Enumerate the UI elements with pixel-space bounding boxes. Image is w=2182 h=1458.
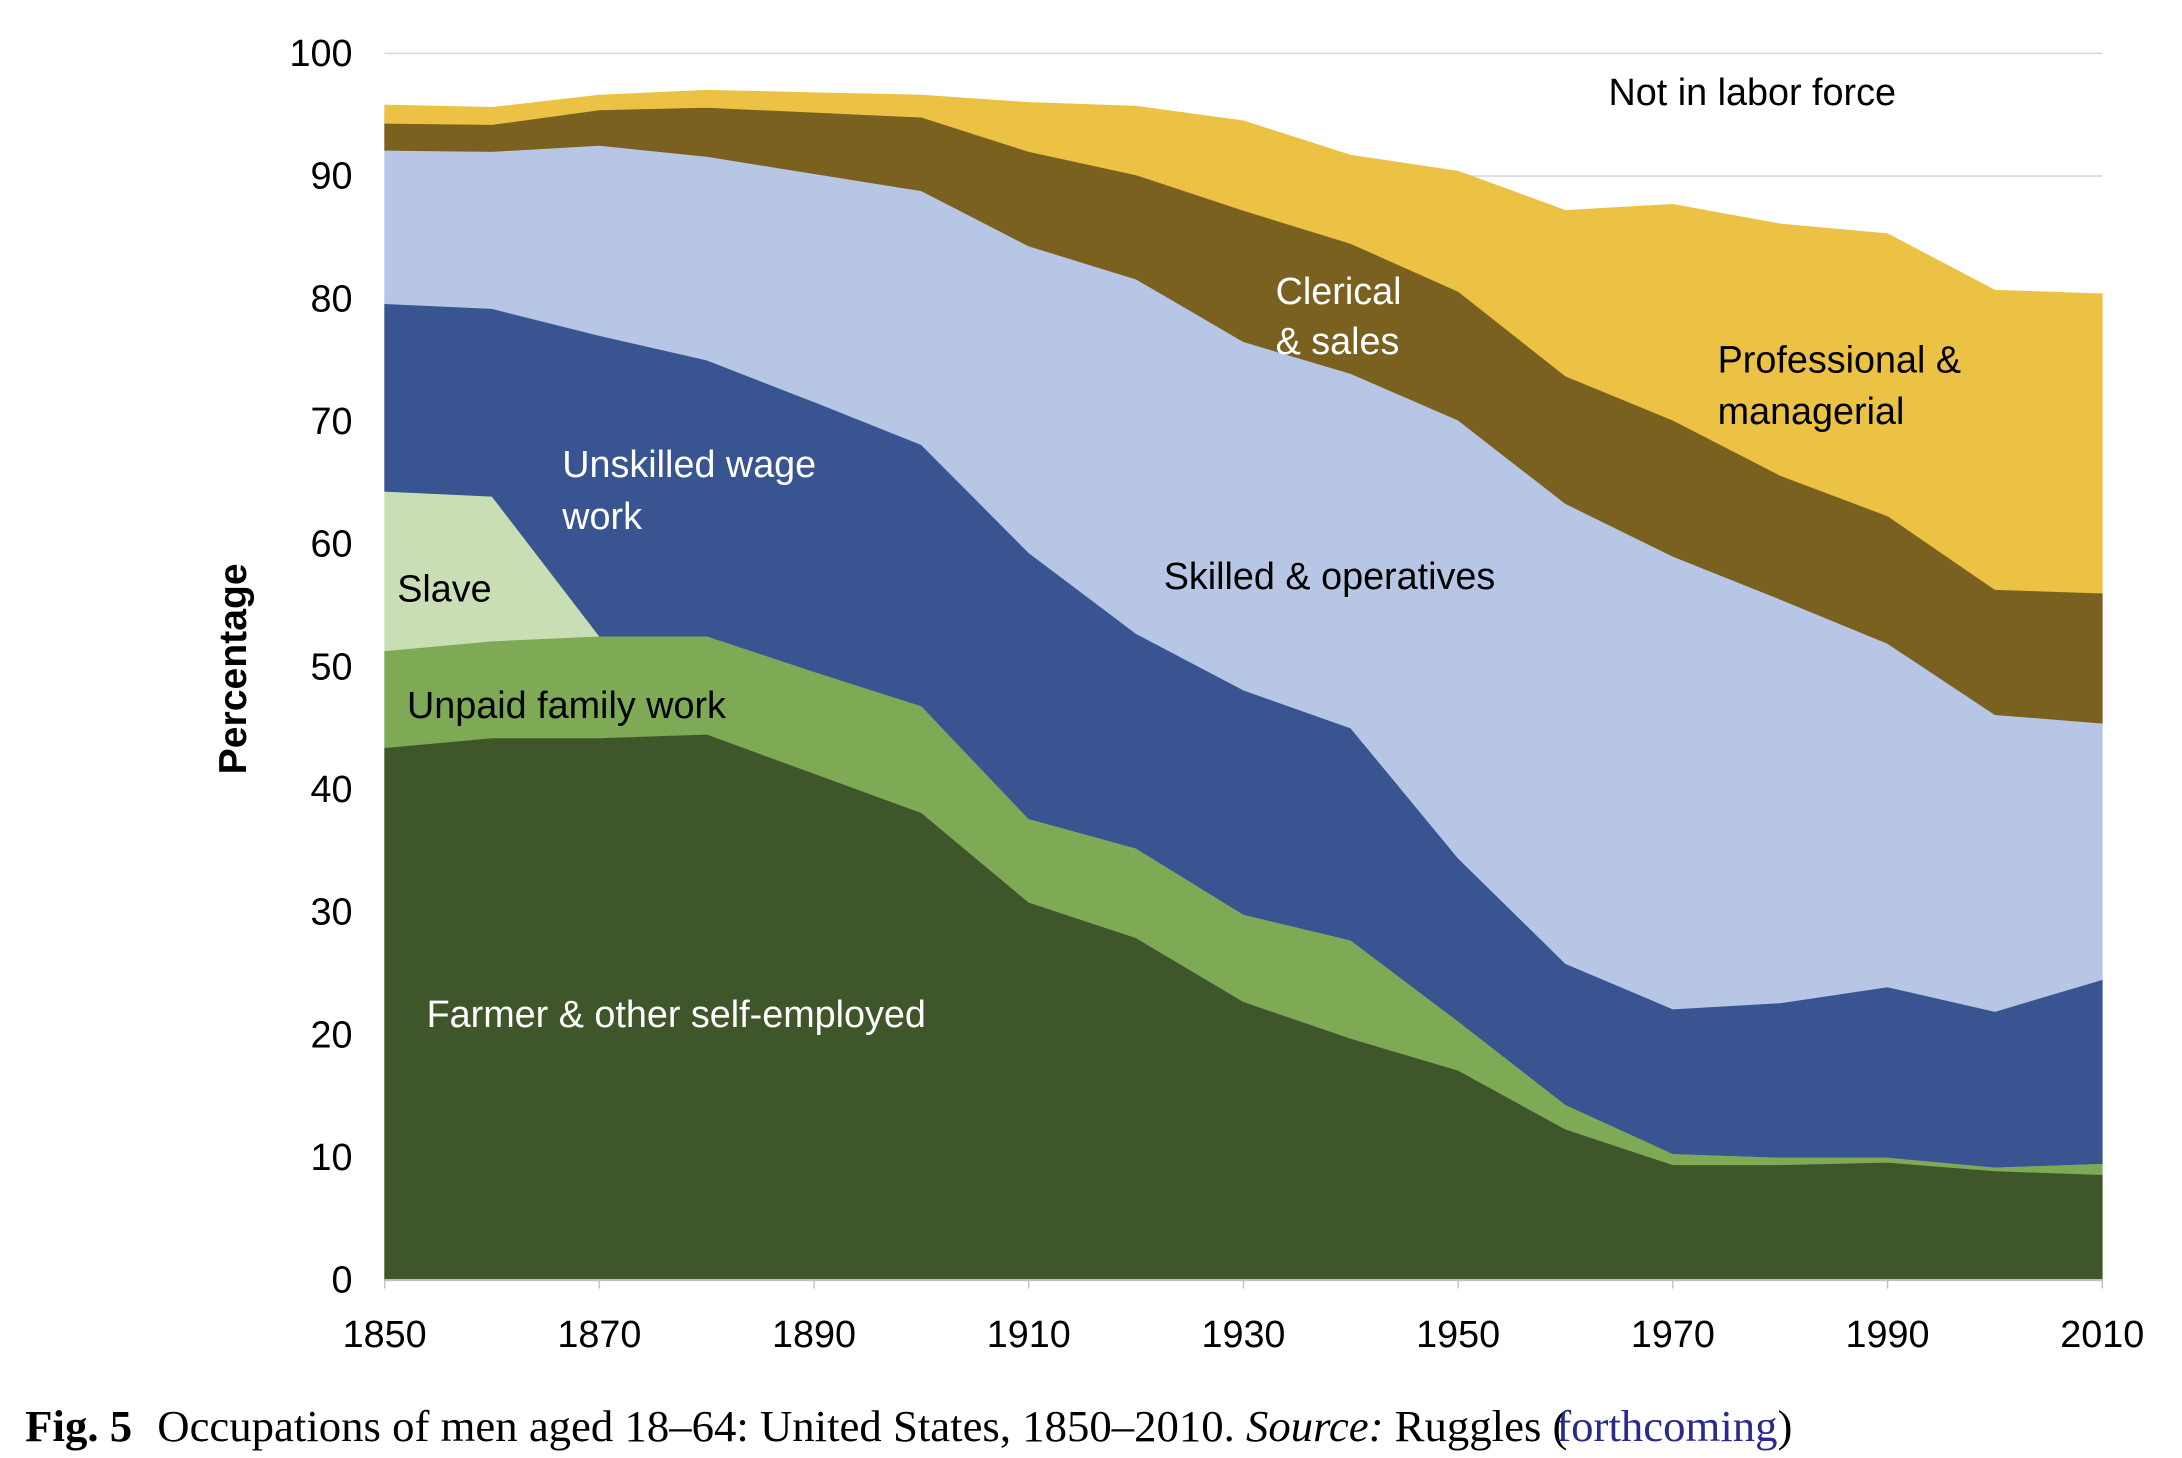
x-tick-label: 1870 [557, 1314, 641, 1356]
x-tick-label: 1930 [1201, 1314, 1285, 1356]
caption-source: Ruggles ( [1395, 1401, 1568, 1451]
y-tick-label: 80 [310, 278, 352, 320]
x-tick-label: 1910 [987, 1314, 1071, 1356]
x-tick-label: 1850 [343, 1314, 427, 1356]
label-clerical-2: & sales [1276, 321, 1400, 363]
label-professional-2: managerial [1718, 391, 1905, 433]
x-tick-label: 1950 [1416, 1314, 1500, 1356]
y-axis-label: Percentage [212, 563, 255, 774]
y-tick-label: 10 [310, 1137, 352, 1179]
label-not-in-labor-force: Not in labor force [1609, 72, 1896, 114]
x-tick-label: 1890 [772, 1314, 856, 1356]
y-tick-label: 30 [310, 892, 352, 934]
area-professional-managerial [384, 89, 2103, 594]
label-farmer: Farmer & other self-employed [427, 994, 926, 1036]
y-tick-labels: 0 10 20 30 40 50 60 70 80 90 100 [289, 33, 352, 1302]
label-slave: Slave [397, 569, 491, 611]
label-unskilled-2: work [561, 496, 642, 538]
label-unpaid: Unpaid family work [407, 685, 726, 727]
areas [384, 89, 2103, 1282]
caption-text: Occupations of men aged 18–64: United St… [157, 1401, 1235, 1451]
caption-fig-number: Fig. 5 [25, 1401, 132, 1451]
y-tick-label: 90 [310, 156, 352, 198]
caption-source-label: Source: [1246, 1401, 1384, 1451]
x-tick-labels: 1850 1870 1890 1910 1930 1950 1970 1990 2010 [343, 1280, 2144, 1356]
y-tick-label: 100 [289, 33, 352, 75]
y-tick-label: 40 [310, 769, 352, 811]
y-tick-label: 50 [310, 646, 352, 688]
label-skilled: Skilled & operatives [1164, 556, 1496, 598]
caption-close: ) [1778, 1401, 1793, 1451]
caption-link[interactable]: forthcoming [1556, 1401, 1777, 1451]
figure-caption: Fig. 5 Occupations of men aged 18–64: Un… [25, 1401, 1792, 1451]
label-clerical-1: Clerical [1276, 271, 1402, 313]
x-tick-label: 2010 [2060, 1314, 2144, 1356]
y-tick-label: 0 [331, 1260, 352, 1302]
x-tick-label: 1990 [1846, 1314, 1930, 1356]
x-tick-label: 1970 [1631, 1314, 1715, 1356]
label-professional-1: Professional & [1718, 339, 1961, 381]
label-unskilled-1: Unskilled wage [562, 444, 816, 486]
y-tick-label: 20 [310, 1014, 352, 1056]
y-tick-label: 70 [310, 401, 352, 443]
y-tick-label: 60 [310, 524, 352, 566]
